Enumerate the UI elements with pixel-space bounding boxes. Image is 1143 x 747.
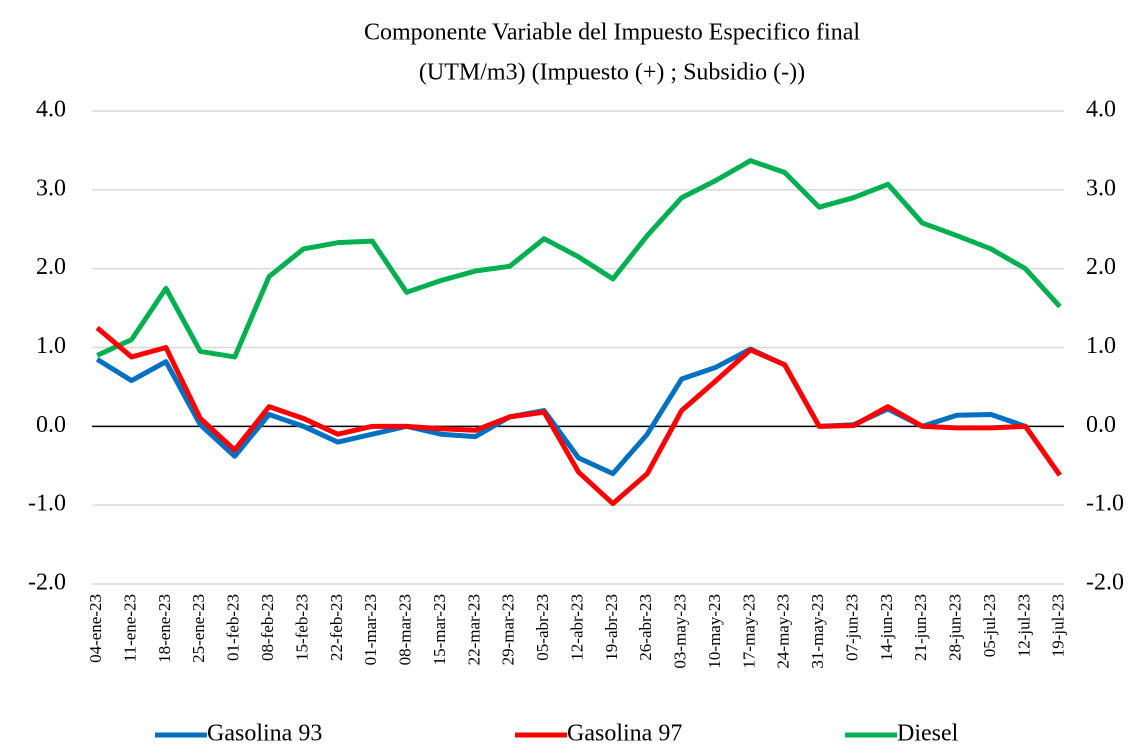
y-tick-label: 0.0: [36, 412, 66, 438]
y-tick-label: -2.0: [28, 570, 66, 596]
legend-label: Gasolina 93: [207, 721, 322, 747]
x-tick-label: 22-mar-23: [464, 594, 483, 665]
x-tick-label: 12-abr-23: [567, 594, 586, 661]
x-tick-label: 11-ene-23: [120, 594, 139, 662]
y-tick-label: 1.0: [36, 333, 66, 359]
legend-label: Diesel: [897, 721, 959, 747]
x-tick-label: 25-ene-23: [189, 594, 208, 663]
x-tick-label: 26-abr-23: [636, 594, 655, 661]
x-tick-label: 01-mar-23: [361, 594, 380, 665]
x-tick-label: 31-may-23: [808, 594, 827, 669]
legend-label: Gasolina 97: [567, 721, 682, 747]
series-line: [95, 346, 1062, 477]
x-tick-label: 08-mar-23: [396, 594, 415, 665]
y2-tick-label: 4.0: [1086, 97, 1116, 123]
x-tick-label: 19-jul-23: [1049, 594, 1068, 657]
x-tick-label: 18-ene-23: [155, 594, 174, 663]
y2-tick-label: 1.0: [1086, 333, 1116, 359]
chart-title: Componente Variable del Impuesto Especif…: [364, 20, 860, 46]
y2-tick-label: 0.0: [1086, 412, 1116, 438]
x-tick-label: 22-feb-23: [327, 594, 346, 661]
x-tick-label: 03-may-23: [671, 594, 690, 669]
x-tick-label: 04-ene-23: [86, 594, 105, 663]
y-tick-label: 3.0: [36, 175, 66, 201]
x-tick-label: 15-feb-23: [292, 594, 311, 661]
x-tick-label: 07-jun-23: [842, 594, 861, 661]
x-tick-label: 05-abr-23: [533, 594, 552, 661]
x-tick-label: 01-feb-23: [224, 594, 243, 661]
chart-title: (UTM/m3) (Impuesto (+) ; Subsidio (-)): [419, 60, 805, 86]
x-tick-label: 29-mar-23: [499, 594, 518, 665]
y-tick-label: 2.0: [36, 254, 66, 280]
y2-tick-label: -1.0: [1086, 491, 1124, 517]
x-tick-label: 15-mar-23: [430, 594, 449, 665]
x-tick-label: 24-may-23: [774, 594, 793, 669]
y-tick-label: 4.0: [36, 97, 66, 123]
x-tick-label: 08-feb-23: [258, 594, 277, 661]
x-tick-label: 21-jun-23: [911, 594, 930, 661]
series-line: [96, 158, 1062, 360]
x-tick-label: 19-abr-23: [602, 594, 621, 661]
y2-tick-label: 2.0: [1086, 254, 1116, 280]
x-tick-label: 12-jul-23: [1014, 594, 1033, 657]
x-tick-label: 28-jun-23: [946, 594, 965, 661]
x-tick-label: 05-jul-23: [980, 594, 999, 657]
series-line: [95, 325, 1062, 507]
x-tick-label: 10-may-23: [705, 594, 724, 669]
x-tick-label: 17-may-23: [739, 594, 758, 669]
y2-tick-label: -2.0: [1086, 570, 1124, 596]
y2-tick-label: 3.0: [1086, 175, 1116, 201]
x-tick-label: 14-jun-23: [877, 594, 896, 661]
y-tick-label: -1.0: [28, 491, 66, 517]
